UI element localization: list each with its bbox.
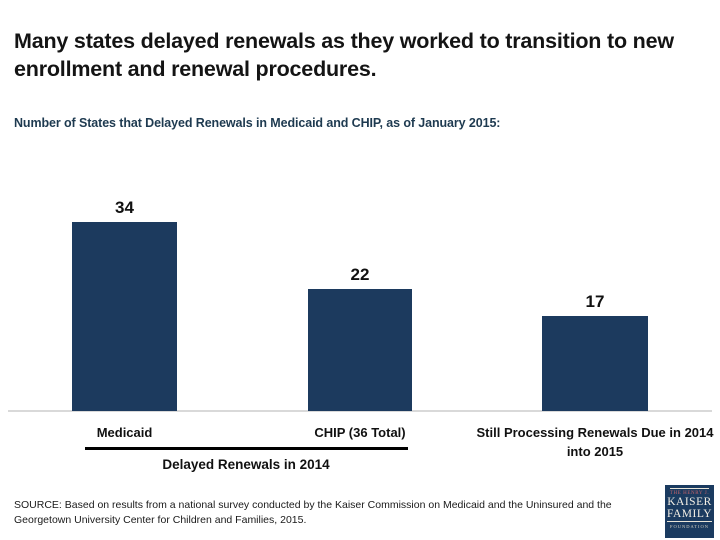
bar-group: 22 [308,265,412,411]
logo-line-family: FAMILY [666,508,713,523]
bar-category-label: Medicaid [96,425,153,440]
chart-title: Number of States that Delayed Renewals i… [14,116,501,130]
bar-value-label: 22 [350,265,370,284]
logo-line-henry: THE HENRY J. [669,491,710,496]
logo-divider [670,488,709,489]
bar-group: 17 [542,292,648,411]
bar-group: 34 [72,198,177,411]
kaiser-family-foundation-logo: THE HENRY J. KAISER FAMILY FOUNDATION [665,485,714,538]
bar-value-label: 34 [115,198,134,217]
bar [72,222,177,411]
bar [308,289,412,411]
bar-value-label: 17 [585,292,605,311]
source-line-1: SOURCE: Based on results from a national… [14,499,612,511]
logo-line-foundation: FOUNDATION [670,524,709,530]
logo-line-kaiser: KAISER [667,496,712,508]
source-note: SOURCE: Based on results from a national… [14,498,659,527]
bar-category-label: Still Processing Renewals Due in 2014 in… [476,425,714,459]
source-line-2: Georgetown University Center for Childre… [14,513,307,526]
x-axis-line [8,410,712,412]
group-underline [85,447,408,450]
bar-category-label: CHIP (36 Total) [314,425,406,440]
slide-title: Many states delayed renewals as they wor… [14,29,674,81]
bar [542,316,648,411]
group-label: Delayed Renewals in 2014 [162,457,330,472]
